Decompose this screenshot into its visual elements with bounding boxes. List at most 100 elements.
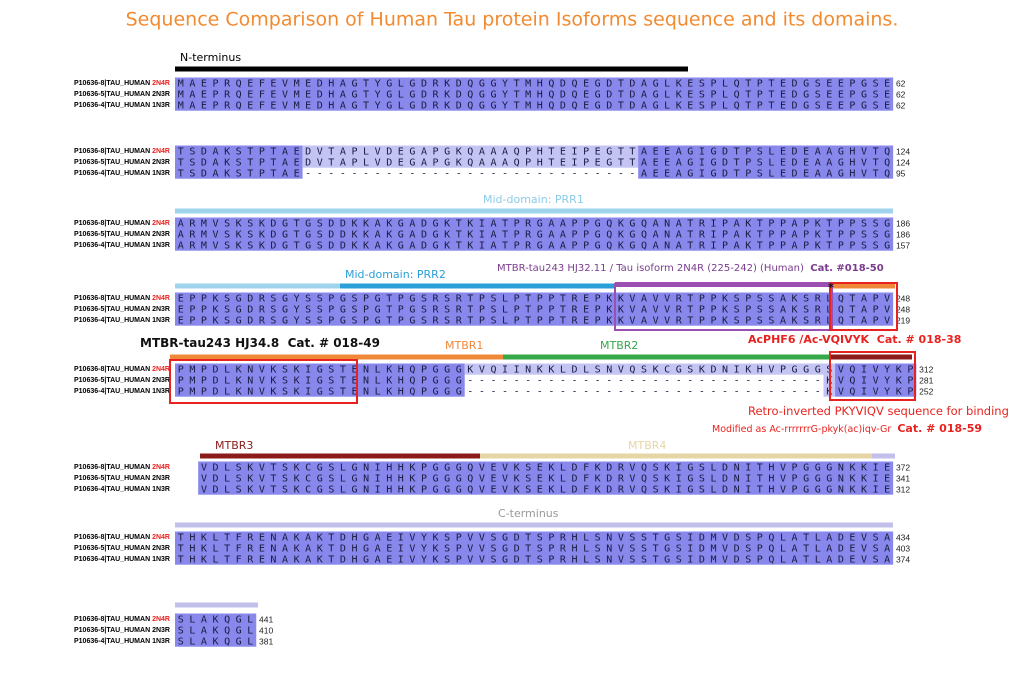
residue-bg	[325, 363, 338, 375]
residue-bg	[672, 145, 685, 157]
residue-bg	[441, 472, 454, 484]
residue-bg	[580, 314, 593, 326]
residue-bg	[232, 77, 245, 89]
residue-bg	[418, 374, 430, 386]
row-label: P10636-8|TAU_HUMAN 2N4R	[74, 616, 170, 623]
row-label: P10636-8|TAU_HUMAN 2N4R	[74, 534, 170, 541]
residue-bg	[198, 635, 210, 647]
residue-bg	[881, 217, 894, 229]
residue-bg	[290, 228, 303, 240]
residue-bg	[754, 167, 766, 179]
annotation: Modified as Ac-rrrrrrrG-pkyk(ac)iqv-Gr C…	[712, 422, 982, 435]
residue-bg	[279, 314, 291, 326]
isoform-id: P10636-5|TAU_HUMAN	[74, 475, 150, 482]
residue-bg	[626, 461, 639, 473]
residue-bg	[279, 303, 291, 315]
residue-bg	[302, 156, 315, 168]
end-position: 95	[896, 168, 906, 178]
residue-bg	[418, 217, 430, 229]
residue-bg	[221, 167, 234, 179]
residue-bg	[441, 77, 454, 89]
residue-bg	[256, 303, 268, 315]
residue-bg	[811, 228, 824, 240]
residue-bg	[487, 156, 500, 168]
end-position: 62	[896, 89, 906, 99]
residue-bg	[452, 228, 465, 240]
isoform-id: P10636-8|TAU_HUMAN	[74, 534, 150, 541]
residue-bg	[719, 217, 732, 229]
residue-bg	[615, 483, 627, 495]
residue-bg	[661, 314, 674, 326]
residue-bg	[441, 385, 454, 397]
residue-bg	[429, 145, 442, 157]
residue-bg	[730, 292, 743, 304]
residue-bg	[348, 228, 361, 240]
residue-bg	[591, 483, 604, 495]
sequence: TSDAKSTPTAEDVTAPLVDEGAPGKQAAAQPHTEIPEGTT…	[178, 158, 896, 169]
residue-bg	[279, 217, 291, 229]
residue-bg	[267, 292, 280, 304]
residue-bg	[754, 292, 766, 304]
residue-bg	[823, 483, 836, 495]
residue-bg	[244, 363, 257, 375]
residue-bg	[186, 542, 199, 554]
residue-bg	[232, 156, 245, 168]
residue-bg	[256, 363, 268, 375]
residue-bg	[730, 88, 743, 100]
residue-bg	[348, 472, 361, 484]
residue-bg	[707, 88, 720, 100]
residue-bg	[395, 542, 407, 554]
residue-bg	[777, 156, 789, 168]
residue-bg	[591, 145, 604, 157]
residue-bg	[858, 472, 870, 484]
end-position: 372	[896, 462, 910, 472]
residue-bg	[290, 217, 303, 229]
sequence: ARMVSKSKDGTGSDDKKAKGADGKTKIATPRGAAPPGQKG…	[178, 219, 896, 230]
residue-bg	[846, 461, 859, 473]
residue-bg	[348, 461, 361, 473]
residue-bg	[464, 145, 477, 157]
residue-bg	[638, 292, 650, 304]
catalog-number: Cat. #018-50	[810, 263, 884, 274]
residue-bg	[279, 472, 291, 484]
residue-bg	[406, 156, 419, 168]
residue-bg	[232, 553, 245, 565]
residue-bg	[198, 472, 210, 484]
residue-bg	[545, 472, 558, 484]
residue-bg	[476, 145, 488, 157]
residue-bg	[256, 217, 268, 229]
residue-bg	[267, 553, 280, 565]
residue-bg	[395, 239, 407, 251]
residue-bg	[603, 239, 616, 251]
residue-bg	[232, 635, 245, 647]
residue-bg	[499, 292, 512, 304]
sequence: EPPKSGDRSGYSSPGSPGTPGSRSRTPSLPTPPTREPKKV…	[178, 294, 896, 305]
residue-bg	[279, 363, 291, 375]
residue-bg	[626, 531, 639, 543]
residue-bg	[580, 292, 593, 304]
residue-bg	[452, 483, 465, 495]
end-position: 186	[896, 218, 910, 228]
residue-bg	[568, 77, 581, 89]
residue-bg	[533, 292, 546, 304]
residue-bg	[557, 303, 569, 315]
isoform-name: 2N3R	[152, 627, 170, 634]
residue-bg	[684, 228, 697, 240]
residue-bg	[522, 472, 535, 484]
residue-bg	[869, 385, 882, 397]
residue-bg	[464, 553, 477, 565]
domain-bar	[175, 208, 893, 214]
residue-bg	[209, 88, 222, 100]
residue-bg	[209, 145, 222, 157]
residue-bg	[360, 303, 373, 315]
residue-bg	[418, 542, 430, 554]
residue-bg	[221, 374, 234, 386]
residue-bg	[510, 461, 523, 473]
residue-bg	[672, 363, 685, 375]
residue-bg	[777, 314, 789, 326]
residue-bg	[568, 145, 581, 157]
residue-bg	[730, 461, 743, 473]
residue-bg	[429, 314, 442, 326]
residue-bg	[638, 77, 650, 89]
annotation-text: Retro-inverted PKYVIQV sequence for bind…	[748, 404, 1009, 418]
